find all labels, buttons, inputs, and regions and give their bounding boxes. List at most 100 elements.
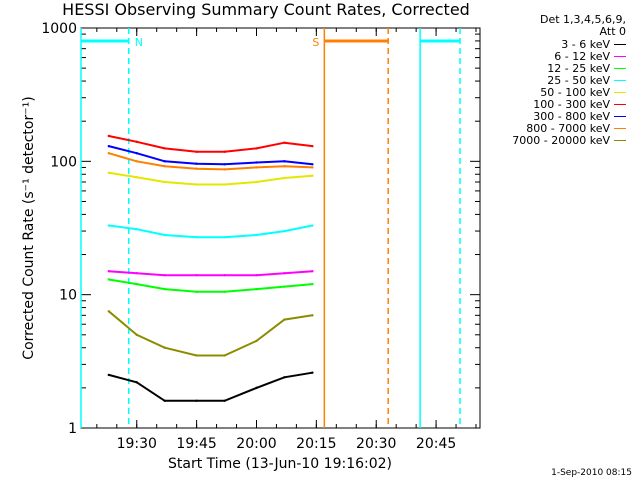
series-lines [107,134,314,402]
data-point [135,152,138,155]
y-tick-label: 100 [50,154,77,170]
legend-entry: 7000 - 20000 keV [482,133,640,147]
series-line [108,224,313,239]
data-point [163,399,166,402]
legend-label: 7000 - 20000 keV [512,133,610,147]
legend-swatch [614,79,626,81]
legend-entry: 300 - 800 keV [482,109,640,123]
data-point [107,152,111,155]
series-line [108,152,313,171]
data-point [255,339,258,343]
data-point [223,183,226,186]
legend-label: 100 - 300 keV [533,97,610,111]
data-point [311,174,314,177]
data-point [283,271,286,275]
legend-swatch [614,127,626,129]
data-point [223,273,226,277]
data-point [163,273,166,277]
annotation-label: S [312,36,319,49]
y-tick-label: 10 [59,288,77,304]
data-point [223,354,226,357]
data-point [255,386,258,390]
legend-label: 25 - 50 keV [547,73,610,87]
legend-swatch [614,103,626,105]
data-point [107,224,111,227]
data-point [195,167,198,170]
y-tick-label: 1 [68,421,77,437]
legend-entry: 12 - 25 keV [482,61,640,75]
legend-swatch [614,67,626,69]
data-point [283,160,286,163]
legend: Det 1,3,4,5,6,9, Att 0 3 - 6 keV 6 - 12 k… [482,13,640,147]
data-point [255,147,258,150]
legend-label: 12 - 25 keV [547,61,610,75]
series-line [108,145,313,166]
data-point [107,269,111,273]
data-point [163,147,166,150]
data-point [311,371,314,374]
chart-title: HESSI Observing Summary Count Rates, Cor… [62,0,470,19]
data-point [311,314,314,317]
data-point [255,287,258,291]
data-point [135,227,138,231]
legend-swatch [614,91,626,93]
data-point [223,150,226,153]
legend-entry: 3 - 6 keV [482,37,640,51]
legend-header-detectors: Det 1,3,4,5,6,9, [539,13,626,26]
data-point [195,150,198,153]
data-point [135,333,138,337]
data-point [311,224,314,227]
generation-timestamp: 1-Sep-2010 08:15 [551,468,632,478]
axis-ticks [81,27,480,429]
data-point [223,235,226,239]
data-point [195,399,198,402]
legend-entry: 50 - 100 keV [482,86,640,99]
legend-label: 3 - 6 keV [561,37,610,51]
data-point [135,140,138,144]
tick-labels: 19:30 19:45 20:00 20:15 20:30 20:45 1 10 100 1000 [41,21,456,452]
data-point [223,399,226,402]
legend-label: 6 - 12 keV [554,49,610,63]
data-point [283,285,286,288]
legend-entry: 800 - 7000 keV [482,122,640,135]
legend-entry: 6 - 12 keV [482,49,640,63]
x-tick-label: 19:30 [117,436,157,452]
x-axis-label: Start Time (13-Jun-10 19:16:02) [168,456,392,472]
data-point [255,166,258,169]
legend-swatch [614,43,626,45]
data-point [135,282,138,286]
data-point [135,176,138,179]
data-point [255,273,258,277]
data-point [107,278,111,281]
data-point [163,180,166,184]
data-point [283,141,286,144]
legend-header-attenuator: Att 0 [599,25,626,38]
series-line [108,371,313,402]
legend-label: 300 - 800 keV [533,109,610,123]
series-line [108,310,313,357]
data-point [135,160,138,163]
data-point [163,164,166,168]
data-point [311,269,314,273]
data-point [255,233,258,237]
data-point [135,271,138,275]
data-point [223,290,226,294]
data-point [163,160,166,163]
data-point [255,161,258,164]
legend-swatch [614,55,626,57]
data-point [283,229,286,233]
data-point [195,162,198,165]
data-point [283,164,286,168]
annotation-label: N [135,36,143,49]
data-point [223,168,226,171]
data-point [163,346,166,349]
series-line [108,270,313,277]
series-line [108,278,313,293]
data-point [283,176,286,180]
y-tick-label: 1000 [41,21,77,37]
x-tick-label: 20:45 [416,436,456,452]
series-line [108,135,313,153]
data-point [195,290,198,294]
